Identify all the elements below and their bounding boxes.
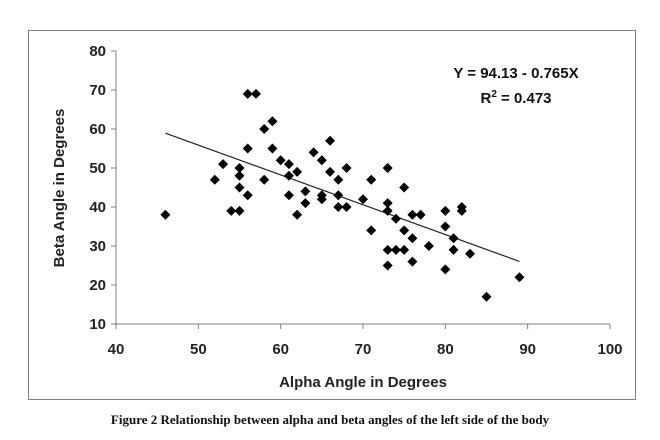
data-point <box>333 174 344 185</box>
chart-frame <box>28 30 636 400</box>
data-point <box>242 190 253 201</box>
data-point <box>366 225 377 236</box>
data-point <box>259 174 270 185</box>
y-tick-label: 60 <box>89 121 106 138</box>
data-point <box>399 225 410 236</box>
data-point <box>267 116 278 127</box>
data-point <box>456 202 467 212</box>
data-point <box>341 163 352 173</box>
data-point <box>218 159 229 170</box>
r-squared-value: = 0.473 <box>497 90 552 107</box>
data-point <box>448 244 459 255</box>
data-point <box>399 244 410 255</box>
data-point <box>300 186 311 197</box>
scatter-chart: 40 50 60 70 80 90 100 10 20 30 40 50 60 70 80 Alpha A… <box>51 43 623 391</box>
x-tick-label: 40 <box>108 341 125 358</box>
y-tick-label: 50 <box>89 160 106 177</box>
data-point <box>407 233 418 244</box>
data-point <box>382 163 393 173</box>
x-tick-label: 60 <box>272 341 289 358</box>
y-ticks: 10 20 30 40 50 60 70 80 <box>89 43 116 333</box>
r-squared-label: R2 = 0.473 <box>480 89 551 107</box>
data-point <box>242 143 253 154</box>
data-point <box>209 174 220 185</box>
data-point <box>292 166 303 177</box>
data-point <box>283 190 294 201</box>
data-point <box>481 291 492 302</box>
x-axis-title: Alpha Angle in Degrees <box>279 374 447 391</box>
data-point <box>292 209 303 220</box>
figure-caption: Figure 2 Relationship between alpha and … <box>110 412 550 427</box>
data-point <box>390 244 401 255</box>
y-axis-title: Beta Angle in Degrees <box>51 109 68 268</box>
data-point <box>407 209 418 220</box>
data-point <box>325 166 336 177</box>
x-tick-label: 100 <box>597 341 622 358</box>
data-point <box>440 264 451 275</box>
data-point <box>308 147 319 158</box>
y-tick-label: 40 <box>89 199 106 216</box>
regression-equation: Y = 94.13 - 0.765X <box>453 65 578 82</box>
x-tick-label: 50 <box>190 341 207 358</box>
data-point <box>316 155 327 166</box>
data-point <box>423 241 434 251</box>
data-point <box>333 190 344 201</box>
data-point <box>514 272 525 283</box>
data-point <box>382 244 393 255</box>
data-point <box>341 202 352 212</box>
data-point <box>283 159 294 170</box>
data-point <box>283 170 294 181</box>
y-tick-label: 20 <box>89 277 106 294</box>
data-point <box>382 205 393 216</box>
trendline <box>165 132 520 262</box>
r-squared-superscript: 2 <box>491 89 497 100</box>
r-squared-prefix: R <box>480 90 491 107</box>
data-point <box>234 170 245 181</box>
data-point <box>390 213 401 224</box>
y-tick-label: 70 <box>89 82 106 99</box>
x-tick-label: 70 <box>355 341 372 358</box>
data-point <box>234 205 245 216</box>
data-point <box>242 88 253 99</box>
data-point <box>160 209 171 220</box>
data-point <box>465 248 476 259</box>
data-point <box>399 182 410 193</box>
data-point <box>325 135 336 146</box>
data-point <box>226 205 237 216</box>
data-points <box>160 88 525 302</box>
data-point <box>316 190 327 201</box>
data-point <box>448 233 459 244</box>
data-point <box>259 124 270 134</box>
data-point <box>382 198 393 209</box>
x-tick-label: 80 <box>437 341 454 358</box>
data-point <box>234 163 245 173</box>
data-point <box>415 209 426 220</box>
y-tick-label: 10 <box>89 316 106 333</box>
data-point <box>267 143 278 154</box>
data-point <box>366 174 377 185</box>
data-point <box>358 194 368 205</box>
data-point <box>300 198 311 209</box>
data-point <box>275 155 286 166</box>
data-point <box>440 221 451 232</box>
data-point <box>333 202 344 212</box>
y-tick-label: 30 <box>89 238 106 255</box>
data-point <box>234 182 245 193</box>
x-ticks: 40 50 60 70 80 90 100 <box>108 324 623 358</box>
data-point <box>440 205 451 216</box>
x-tick-label: 90 <box>519 341 536 358</box>
data-point <box>407 256 418 267</box>
data-point <box>250 88 261 99</box>
y-tick-label: 80 <box>89 43 106 60</box>
data-point <box>382 260 393 271</box>
